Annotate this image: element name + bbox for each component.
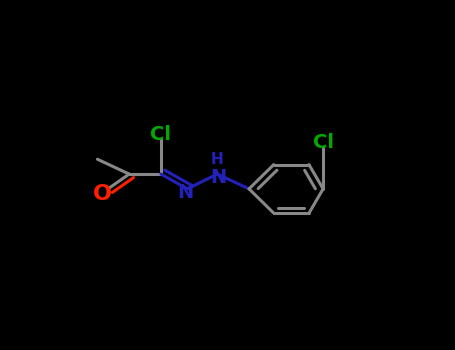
- Text: Cl: Cl: [151, 125, 172, 144]
- Text: O: O: [92, 184, 111, 204]
- Text: H: H: [211, 152, 224, 167]
- Text: N: N: [210, 168, 227, 187]
- Text: N: N: [177, 183, 194, 202]
- Text: Cl: Cl: [313, 133, 334, 152]
